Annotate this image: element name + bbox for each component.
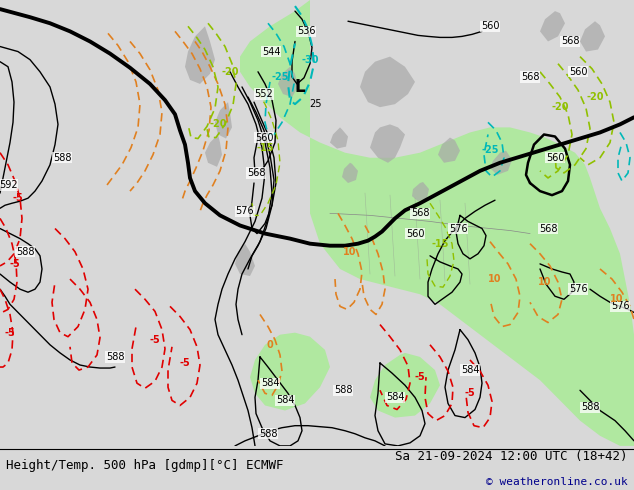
- Text: 576: 576: [569, 284, 587, 294]
- Text: Height/Temp. 500 hPa [gdmp][°C] ECMWF: Height/Temp. 500 hPa [gdmp][°C] ECMWF: [6, 459, 284, 472]
- Polygon shape: [342, 163, 358, 183]
- Text: -25: -25: [271, 72, 288, 82]
- Polygon shape: [370, 124, 405, 163]
- Text: 588: 588: [581, 402, 599, 413]
- Text: -5: -5: [13, 193, 23, 203]
- Text: -5: -5: [150, 335, 160, 345]
- Polygon shape: [360, 57, 415, 107]
- Text: 568: 568: [521, 72, 540, 82]
- Text: 552: 552: [255, 89, 273, 99]
- Text: 588: 588: [53, 153, 71, 163]
- Polygon shape: [215, 102, 232, 139]
- Text: 584: 584: [261, 378, 279, 388]
- Text: 560: 560: [406, 228, 424, 239]
- Polygon shape: [438, 138, 460, 163]
- Text: 568: 568: [560, 36, 579, 47]
- Text: 560: 560: [481, 21, 499, 31]
- Text: 10: 10: [488, 274, 501, 284]
- Text: L: L: [295, 78, 306, 96]
- Text: 588: 588: [333, 385, 353, 395]
- Text: 560: 560: [546, 153, 564, 163]
- Polygon shape: [235, 244, 255, 276]
- Text: 568: 568: [539, 223, 557, 234]
- Text: -20: -20: [221, 67, 239, 77]
- Text: Sa 21-09-2024 12:00 UTC (18+42): Sa 21-09-2024 12:00 UTC (18+42): [395, 450, 628, 464]
- Polygon shape: [330, 127, 348, 148]
- Text: 0: 0: [267, 340, 273, 350]
- Text: 584: 584: [276, 395, 294, 405]
- Text: 584: 584: [385, 392, 404, 402]
- Text: 544: 544: [262, 47, 280, 56]
- Text: -5: -5: [465, 388, 476, 398]
- Text: 592: 592: [0, 180, 17, 190]
- Text: -30: -30: [301, 55, 319, 65]
- Text: 576: 576: [236, 206, 254, 216]
- Text: -5: -5: [415, 372, 425, 382]
- Text: -20: -20: [586, 92, 604, 102]
- Text: -20: -20: [551, 102, 569, 112]
- Text: 576: 576: [449, 223, 467, 234]
- Text: 560: 560: [569, 67, 587, 77]
- Text: 560: 560: [255, 132, 273, 143]
- Text: -5: -5: [10, 259, 20, 269]
- Polygon shape: [412, 182, 429, 201]
- Polygon shape: [240, 0, 634, 446]
- Text: 10: 10: [538, 277, 552, 287]
- Polygon shape: [370, 353, 440, 417]
- Text: -15: -15: [431, 239, 449, 249]
- Text: 10: 10: [343, 247, 357, 257]
- Polygon shape: [185, 26, 215, 84]
- Text: © weatheronline.co.uk: © weatheronline.co.uk: [486, 477, 628, 487]
- Polygon shape: [540, 11, 565, 42]
- Text: 10: 10: [611, 294, 624, 304]
- Text: 588: 588: [259, 429, 277, 439]
- Text: -20: -20: [209, 120, 227, 129]
- Polygon shape: [250, 333, 330, 411]
- Text: -15: -15: [256, 143, 274, 152]
- Text: -5: -5: [179, 358, 190, 368]
- Text: -5: -5: [4, 328, 15, 338]
- Text: 588: 588: [16, 247, 34, 257]
- Polygon shape: [205, 134, 222, 167]
- Text: 568: 568: [247, 168, 265, 178]
- Text: 588: 588: [106, 352, 124, 362]
- Polygon shape: [490, 150, 512, 175]
- Text: 568: 568: [411, 208, 429, 219]
- Text: 584: 584: [461, 365, 479, 375]
- Text: 536: 536: [297, 26, 315, 36]
- Polygon shape: [580, 21, 605, 51]
- Polygon shape: [278, 67, 298, 97]
- Text: 576: 576: [611, 301, 630, 311]
- Text: -25: -25: [481, 145, 499, 155]
- Text: 25: 25: [309, 99, 321, 109]
